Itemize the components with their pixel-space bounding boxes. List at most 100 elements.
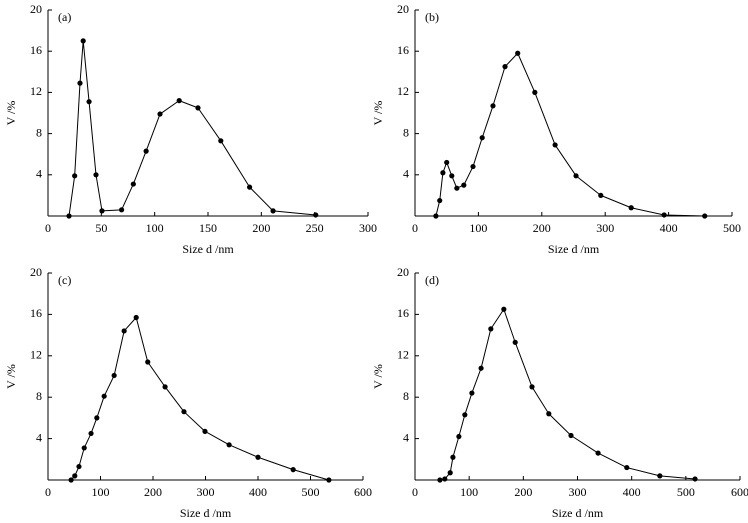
data-point xyxy=(437,197,443,204)
data-line xyxy=(435,52,705,217)
data-point xyxy=(447,470,453,476)
data-point xyxy=(529,384,535,390)
data-point xyxy=(101,393,107,399)
x-tick-label: 300 xyxy=(596,221,614,235)
y-tick-label: 12 xyxy=(30,84,42,98)
data-point xyxy=(133,314,139,321)
x-tick-label: 200 xyxy=(144,485,162,499)
data-point xyxy=(290,467,296,473)
x-axis-label: Size d /nm xyxy=(552,506,604,520)
y-tick-label: 4 xyxy=(36,430,42,444)
data-point xyxy=(77,80,83,86)
data-point xyxy=(86,99,92,105)
data-point xyxy=(490,103,496,109)
x-tick-label: 500 xyxy=(677,485,695,499)
data-point xyxy=(226,442,232,448)
y-tick-label: 4 xyxy=(403,430,409,444)
data-point xyxy=(162,384,168,390)
x-tick-label: 600 xyxy=(731,485,748,499)
data-point xyxy=(546,411,552,417)
x-tick-label: 0 xyxy=(412,485,418,499)
data-point xyxy=(195,105,201,111)
data-point xyxy=(478,365,484,371)
x-tick-label: 400 xyxy=(660,221,678,235)
data-point xyxy=(202,428,208,434)
y-tick-label: 8 xyxy=(36,389,42,403)
data-point xyxy=(552,142,558,148)
data-point xyxy=(624,464,630,471)
x-tick-label: 600 xyxy=(354,485,372,499)
panel-label: (b) xyxy=(425,10,439,24)
x-axis-label: Size d /nm xyxy=(548,242,600,256)
data-point xyxy=(454,185,460,191)
x-tick-label: 100 xyxy=(460,485,478,499)
y-tick-label: 16 xyxy=(397,306,409,320)
data-point xyxy=(488,326,494,332)
x-tick-label: 200 xyxy=(533,221,551,235)
y-tick-label: 12 xyxy=(397,348,409,362)
y-axis-label: V /% xyxy=(371,364,385,389)
data-line xyxy=(439,308,696,481)
data-point xyxy=(143,148,149,154)
data-point xyxy=(444,159,450,166)
y-tick-label: 20 xyxy=(30,2,42,16)
data-point xyxy=(502,64,508,70)
y-axis-label: V /% xyxy=(4,101,18,126)
data-point xyxy=(440,170,446,176)
data-point xyxy=(450,454,456,460)
y-tick-label: 12 xyxy=(397,84,409,98)
x-tick-label: 0 xyxy=(412,221,418,235)
data-point xyxy=(501,306,507,312)
panel-label: (a) xyxy=(58,10,71,24)
data-point xyxy=(81,445,87,451)
data-point xyxy=(255,454,261,460)
data-point xyxy=(433,213,439,219)
x-tick-label: 0 xyxy=(45,221,51,235)
x-axis-label: Size d /nm xyxy=(180,506,232,520)
data-point xyxy=(218,138,224,144)
data-point xyxy=(99,208,105,214)
data-point xyxy=(176,98,182,104)
data-point xyxy=(121,328,127,334)
x-tick-label: 300 xyxy=(569,485,587,499)
data-point xyxy=(692,476,698,482)
y-tick-label: 12 xyxy=(30,348,42,362)
data-point xyxy=(512,339,518,345)
y-tick-label: 8 xyxy=(36,125,42,139)
x-tick-label: 500 xyxy=(302,485,320,499)
data-point xyxy=(72,173,78,179)
data-point xyxy=(93,172,99,178)
data-point xyxy=(157,111,163,117)
data-point xyxy=(595,450,601,456)
data-point xyxy=(111,372,117,379)
y-tick-label: 8 xyxy=(403,389,409,403)
data-point xyxy=(568,432,574,439)
data-point xyxy=(515,50,521,56)
data-point xyxy=(68,477,74,483)
data-point xyxy=(442,476,448,482)
data-point xyxy=(456,433,462,440)
x-tick-label: 500 xyxy=(723,221,741,235)
data-point xyxy=(88,430,94,437)
data-point xyxy=(532,89,538,95)
x-tick-label: 400 xyxy=(249,485,267,499)
x-tick-label: 300 xyxy=(359,221,377,235)
x-axis-label: Size d /nm xyxy=(182,242,234,256)
y-tick-label: 4 xyxy=(403,167,409,181)
data-point xyxy=(130,181,136,187)
data-point xyxy=(76,463,82,470)
y-axis-label: V /% xyxy=(371,101,385,126)
panel-label: (c) xyxy=(58,273,71,287)
data-point xyxy=(661,212,667,218)
x-tick-label: 300 xyxy=(197,485,215,499)
x-tick-label: 400 xyxy=(623,485,641,499)
x-tick-label: 0 xyxy=(45,485,51,499)
panel-label: (d) xyxy=(425,273,439,287)
data-point xyxy=(628,205,634,211)
x-tick-label: 100 xyxy=(146,221,164,235)
x-tick-label: 150 xyxy=(199,221,217,235)
data-point xyxy=(80,38,86,44)
